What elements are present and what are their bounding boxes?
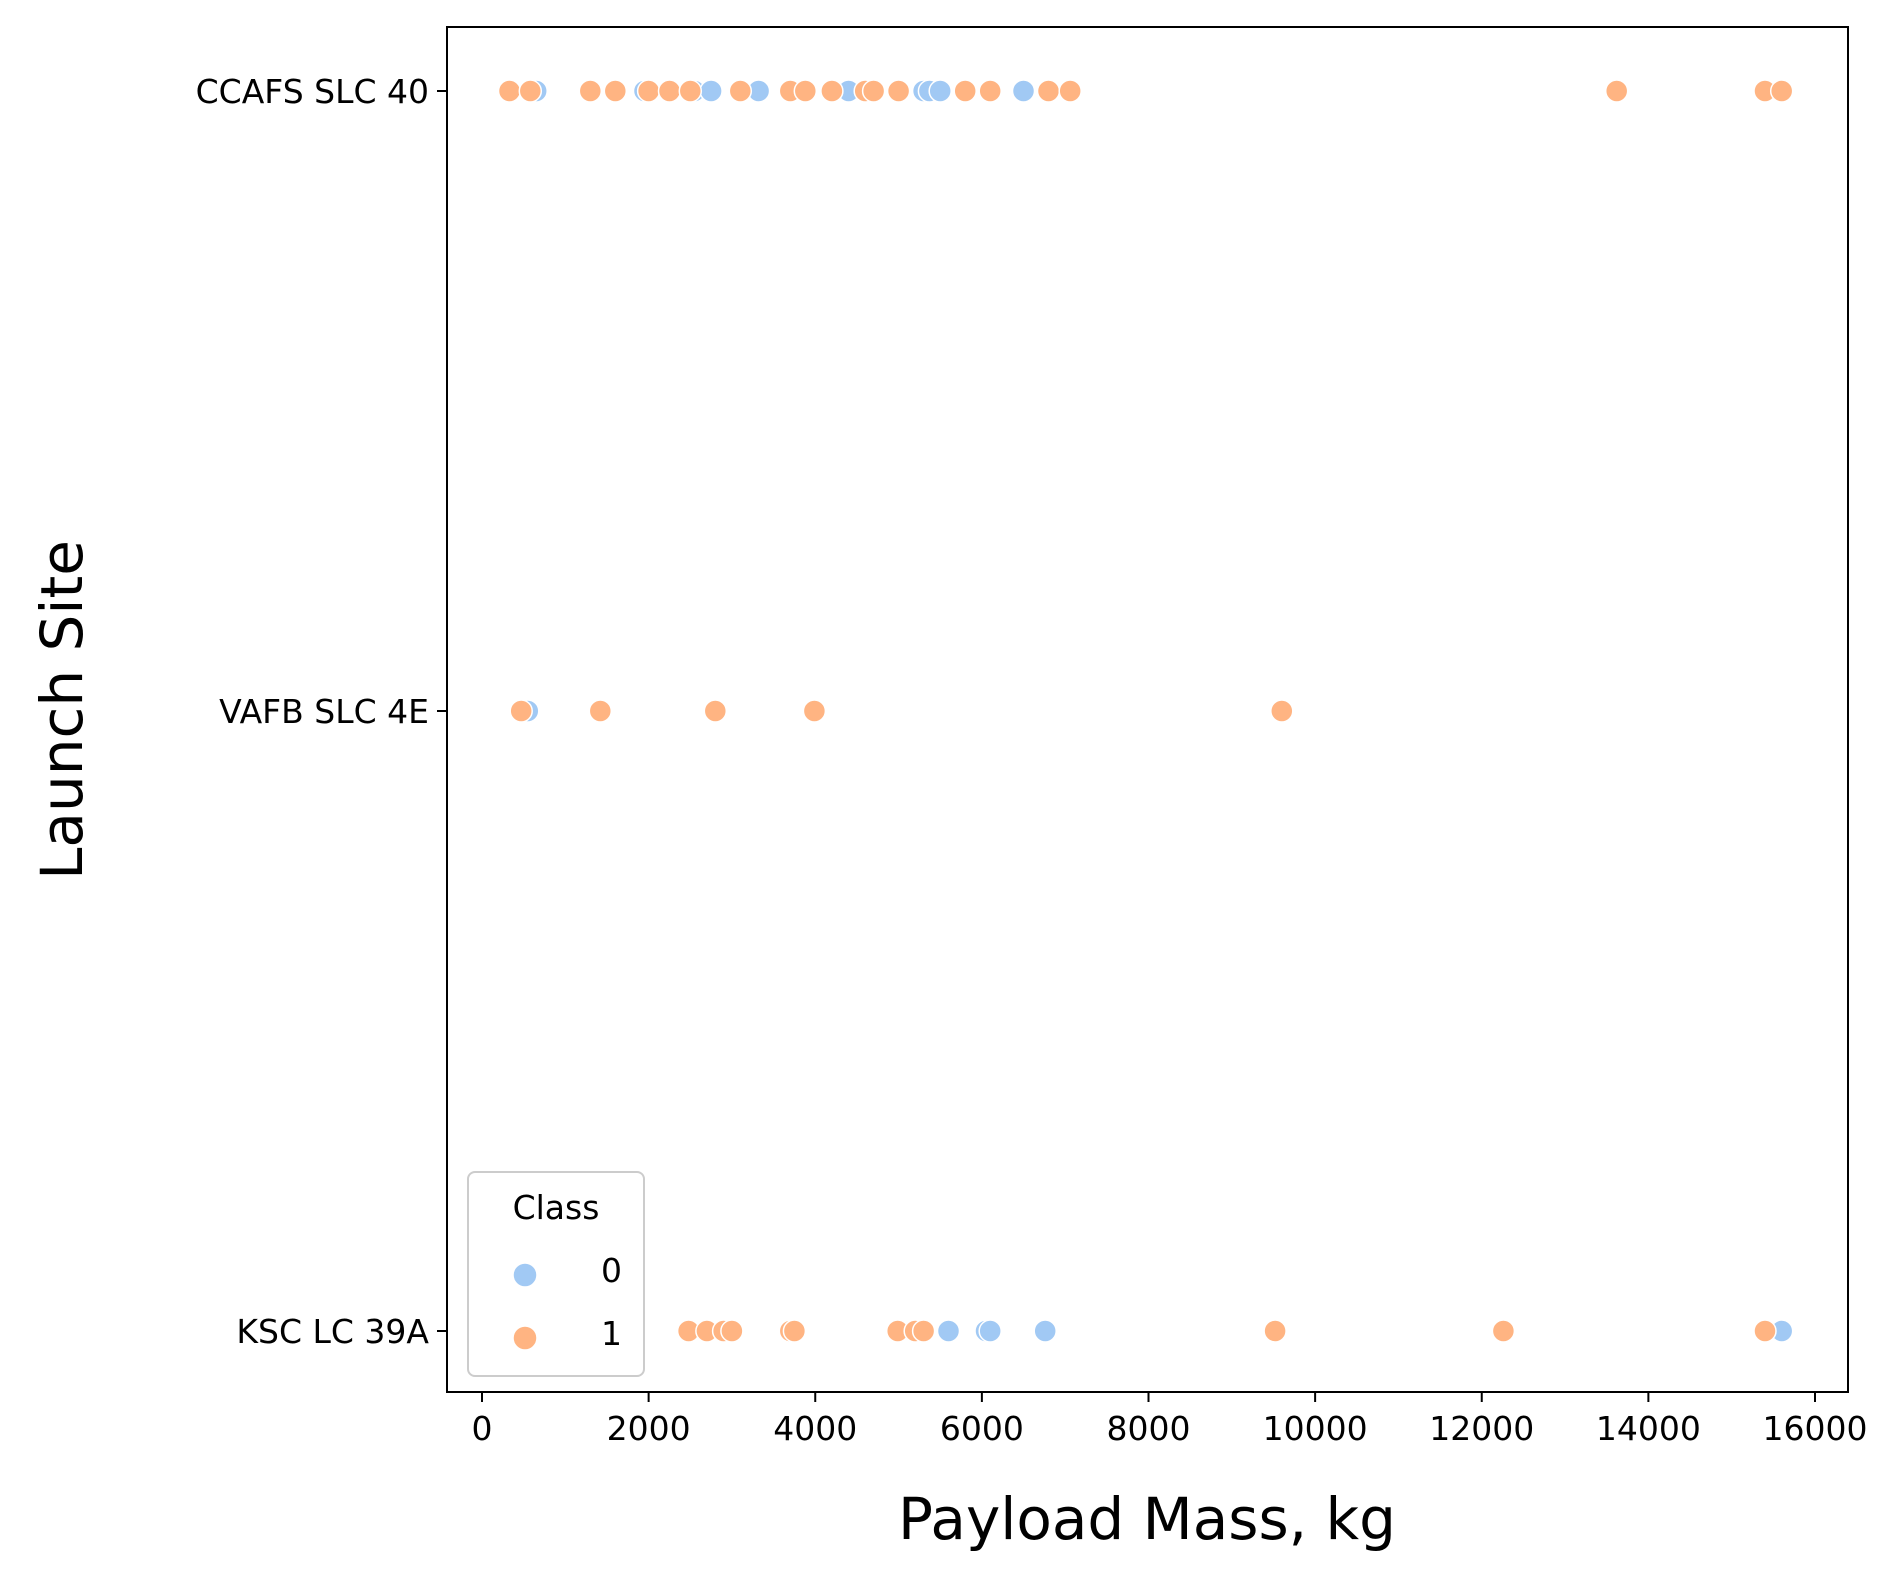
- data-point-class-1: [911, 1319, 936, 1343]
- data-point-class-0: [1033, 1319, 1057, 1343]
- data-point-class-1: [782, 1319, 807, 1343]
- legend-label-class-1: 1: [601, 1314, 622, 1353]
- data-point-class-1: [728, 79, 753, 103]
- x-tick-label: 6000: [940, 1409, 1024, 1448]
- x-tick-label: 10000: [1263, 1409, 1368, 1448]
- data-point-class-1: [636, 79, 661, 103]
- legend-frame: [467, 1171, 645, 1377]
- data-point-class-1: [1769, 79, 1794, 103]
- data-point-class-1: [1263, 1319, 1287, 1343]
- points-layer: [497, 79, 1794, 1343]
- data-point-class-1: [1491, 1319, 1516, 1343]
- data-point-class-0: [928, 79, 952, 103]
- data-point-class-1: [657, 79, 682, 103]
- x-tick-label: 4000: [773, 1409, 857, 1448]
- data-point-class-0: [936, 1319, 961, 1343]
- plot-area-frame: [446, 26, 1849, 1393]
- data-point-class-1: [720, 1319, 744, 1343]
- x-tick-label: 12000: [1429, 1409, 1534, 1448]
- data-point-class-0: [978, 1319, 1002, 1343]
- data-point-class-0: [699, 79, 723, 103]
- x-tick-label: 0: [472, 1409, 493, 1448]
- data-point-class-1: [978, 79, 1002, 103]
- data-point-class-1: [518, 79, 543, 103]
- legend-marker-class-0: [512, 1262, 538, 1288]
- legend-marker-class-1: [512, 1325, 538, 1351]
- data-point-class-1: [953, 79, 977, 103]
- data-point-class-1: [1270, 699, 1294, 723]
- data-point-class-1: [678, 79, 703, 103]
- y-axis: CCAFS SLC 40 VAFB SLC 4E KSC LC 39A: [196, 72, 447, 1351]
- x-tick-label: 14000: [1596, 1409, 1701, 1448]
- x-axis: 0 2000 4000 6000 8000 10000 12000 14000 16000: [472, 1392, 1868, 1448]
- data-point-class-1: [1604, 79, 1629, 103]
- y-tick-label-vafb-slc-4e: VAFB SLC 4E: [219, 692, 429, 731]
- legend: Class 0 1: [467, 1171, 645, 1377]
- x-tick-label: 8000: [1107, 1409, 1191, 1448]
- data-point-class-1: [509, 699, 533, 723]
- y-tick-label-ksc-lc-39a: KSC LC 39A: [236, 1312, 429, 1351]
- legend-label-class-0: 0: [601, 1251, 622, 1290]
- data-point-class-1: [578, 79, 603, 103]
- legend-title: Class: [513, 1188, 600, 1227]
- data-point-class-1: [861, 79, 886, 103]
- data-point-class-1: [588, 699, 613, 723]
- x-tick-label: 16000: [1763, 1409, 1868, 1448]
- data-point-class-1: [1036, 79, 1061, 103]
- data-point-class-1: [793, 79, 818, 103]
- data-point-class-1: [497, 79, 522, 103]
- data-point-class-1: [1753, 1319, 1777, 1343]
- data-point-class-1: [603, 79, 628, 103]
- data-point-class-1: [1058, 79, 1082, 103]
- data-point-class-0: [1011, 79, 1036, 103]
- y-tick-label-ccafs-slc-40: CCAFS SLC 40: [196, 72, 429, 111]
- data-point-class-1: [703, 699, 728, 723]
- data-point-class-1: [820, 79, 844, 103]
- y-axis-label: Launch Site: [28, 540, 96, 880]
- x-tick-label: 2000: [607, 1409, 691, 1448]
- data-point-class-1: [802, 699, 827, 723]
- data-point-class-1: [886, 79, 911, 103]
- x-axis-label: Payload Mass, kg: [898, 1485, 1396, 1553]
